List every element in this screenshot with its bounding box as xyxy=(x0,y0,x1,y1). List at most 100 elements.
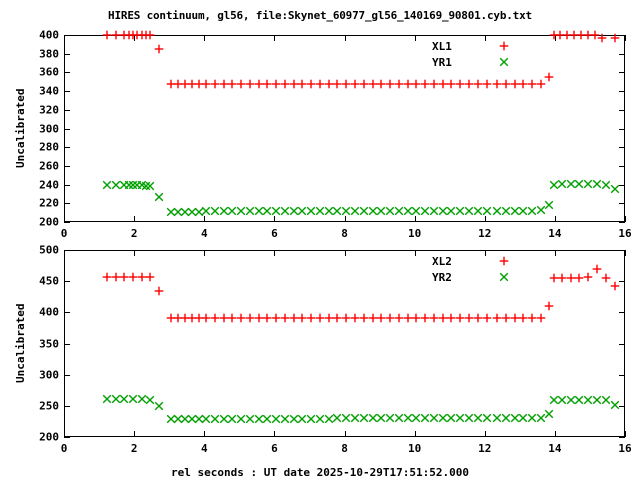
y-axis-tick xyxy=(64,312,70,314)
x-axis-tick xyxy=(204,35,206,41)
legend-label-xl1: XL1 xyxy=(432,40,452,53)
x-axis-tick xyxy=(274,216,276,222)
x-axis-tick-label: 6 xyxy=(271,442,278,455)
top-plot-frame xyxy=(64,35,625,222)
x-axis-tick-label: 12 xyxy=(478,227,492,240)
y-axis-tick xyxy=(619,91,625,93)
x-axis-tick-label: 4 xyxy=(200,227,208,240)
x-axis-tick xyxy=(414,35,416,41)
x-axis-tick-label: 8 xyxy=(341,227,348,240)
y-axis-tick xyxy=(619,437,625,438)
x-axis-tick xyxy=(344,431,346,437)
bottom-y-axis-title: Uncalibrated xyxy=(14,303,27,383)
x-axis-tick xyxy=(625,216,626,222)
x-axis-tick xyxy=(625,431,626,437)
x-axis-tick xyxy=(484,35,486,41)
y-axis-tick xyxy=(619,222,625,223)
bottom-plot-panel: 200 250 300 350 400 450 500 0 2 4 6 8 10 12 14 16 XL2 YR… xyxy=(39,244,632,456)
y-axis-tick xyxy=(64,128,70,130)
x-axis-tick-label: 10 xyxy=(408,442,422,455)
y-axis-tick xyxy=(64,343,70,345)
y-axis-tick xyxy=(64,147,70,149)
y-axis-tick xyxy=(64,374,70,376)
x-axis-tick-label: 16 xyxy=(618,442,632,455)
x-axis-tick-label: 16 xyxy=(618,227,632,240)
x-axis-tick xyxy=(554,35,556,41)
x-axis-tick-label: 2 xyxy=(130,442,138,455)
x-axis-tick xyxy=(274,35,276,41)
y-axis-tick xyxy=(619,312,625,314)
x-axis-tick-label: 14 xyxy=(548,227,562,240)
y-axis-tick xyxy=(64,405,70,407)
y-axis-tick-label: 200 xyxy=(39,430,59,444)
x-axis-tick-label: 0 xyxy=(60,227,68,240)
x-axis-tick xyxy=(625,35,626,41)
x-axis-tick xyxy=(204,216,206,222)
y-axis-tick-label: 280 xyxy=(39,140,59,154)
y-axis-tick xyxy=(64,203,70,205)
x-axis-tick xyxy=(344,216,346,222)
y-axis-tick xyxy=(64,109,70,111)
x-axis-tick-label: 8 xyxy=(341,442,348,455)
x-axis-tick xyxy=(64,35,65,41)
top-y-axis-title: Uncalibrated xyxy=(14,88,27,168)
y-axis-tick xyxy=(619,35,625,36)
y-axis-tick xyxy=(619,281,625,283)
y-axis-tick xyxy=(619,147,625,149)
y-axis-tick-label: 250 xyxy=(39,399,59,413)
x-axis-tick xyxy=(414,250,416,256)
y-axis-tick-label: 240 xyxy=(39,178,59,192)
y-axis-tick xyxy=(619,405,625,407)
y-axis-tick-label: 450 xyxy=(39,274,59,288)
x-axis-tick xyxy=(625,250,626,256)
y-axis-tick xyxy=(619,72,625,74)
y-axis-tick-label: 200 xyxy=(39,215,59,229)
y-axis-tick xyxy=(64,35,70,36)
y-axis-tick xyxy=(64,222,70,223)
y-axis-tick xyxy=(619,109,625,111)
y-axis-tick xyxy=(64,91,70,93)
x-axis-tick-label: 10 xyxy=(408,227,422,240)
y-axis-tick-label: 220 xyxy=(39,196,59,210)
x-axis-tick xyxy=(64,431,65,437)
x-axis-tick xyxy=(274,250,276,256)
y-axis-tick-label: 320 xyxy=(39,103,59,117)
x-axis-tick xyxy=(414,216,416,222)
page-title: HIRES continuum, gl56, file:Skynet_60977… xyxy=(108,9,532,22)
y-axis-tick xyxy=(64,250,70,251)
x-axis-tick xyxy=(134,35,136,41)
x-axis-tick-label: 4 xyxy=(200,442,208,455)
y-axis-tick-label: 300 xyxy=(39,368,59,382)
y-axis-tick xyxy=(64,165,70,167)
top-plot-panel: 200 220 240 260 280 300 320 340 360 380 400 0 2 4 6 8 10… xyxy=(39,29,632,241)
y-axis-tick-label: 380 xyxy=(39,47,59,61)
x-axis-tick xyxy=(554,250,556,256)
y-axis-tick xyxy=(619,250,625,251)
y-axis-tick-label: 400 xyxy=(39,305,59,319)
y-axis-tick xyxy=(619,374,625,376)
x-axis-tick xyxy=(134,250,136,256)
x-axis-tick xyxy=(484,216,486,222)
y-axis-tick xyxy=(64,184,70,186)
y-axis-tick xyxy=(619,203,625,205)
y-axis-tick-label: 260 xyxy=(39,159,59,173)
x-axis-tick-label: 2 xyxy=(130,227,138,240)
x-axis-tick xyxy=(134,431,136,437)
x-axis-tick xyxy=(64,250,65,256)
y-axis-tick-label: 360 xyxy=(39,65,59,79)
x-axis-tick xyxy=(204,250,206,256)
y-axis-tick xyxy=(64,53,70,55)
x-axis-tick xyxy=(484,250,486,256)
y-axis-tick-label: 350 xyxy=(39,337,59,350)
x-axis-tick xyxy=(204,431,206,437)
y-axis-tick xyxy=(619,184,625,186)
x-axis-tick xyxy=(134,216,136,222)
y-axis-tick-label: 300 xyxy=(39,122,59,135)
y-axis-tick xyxy=(619,343,625,345)
x-axis-tick xyxy=(554,431,556,437)
y-axis-tick-label: 340 xyxy=(39,84,59,98)
y-axis-tick xyxy=(64,281,70,283)
x-axis-tick xyxy=(344,35,346,41)
x-axis-tick-label: 12 xyxy=(478,442,492,455)
